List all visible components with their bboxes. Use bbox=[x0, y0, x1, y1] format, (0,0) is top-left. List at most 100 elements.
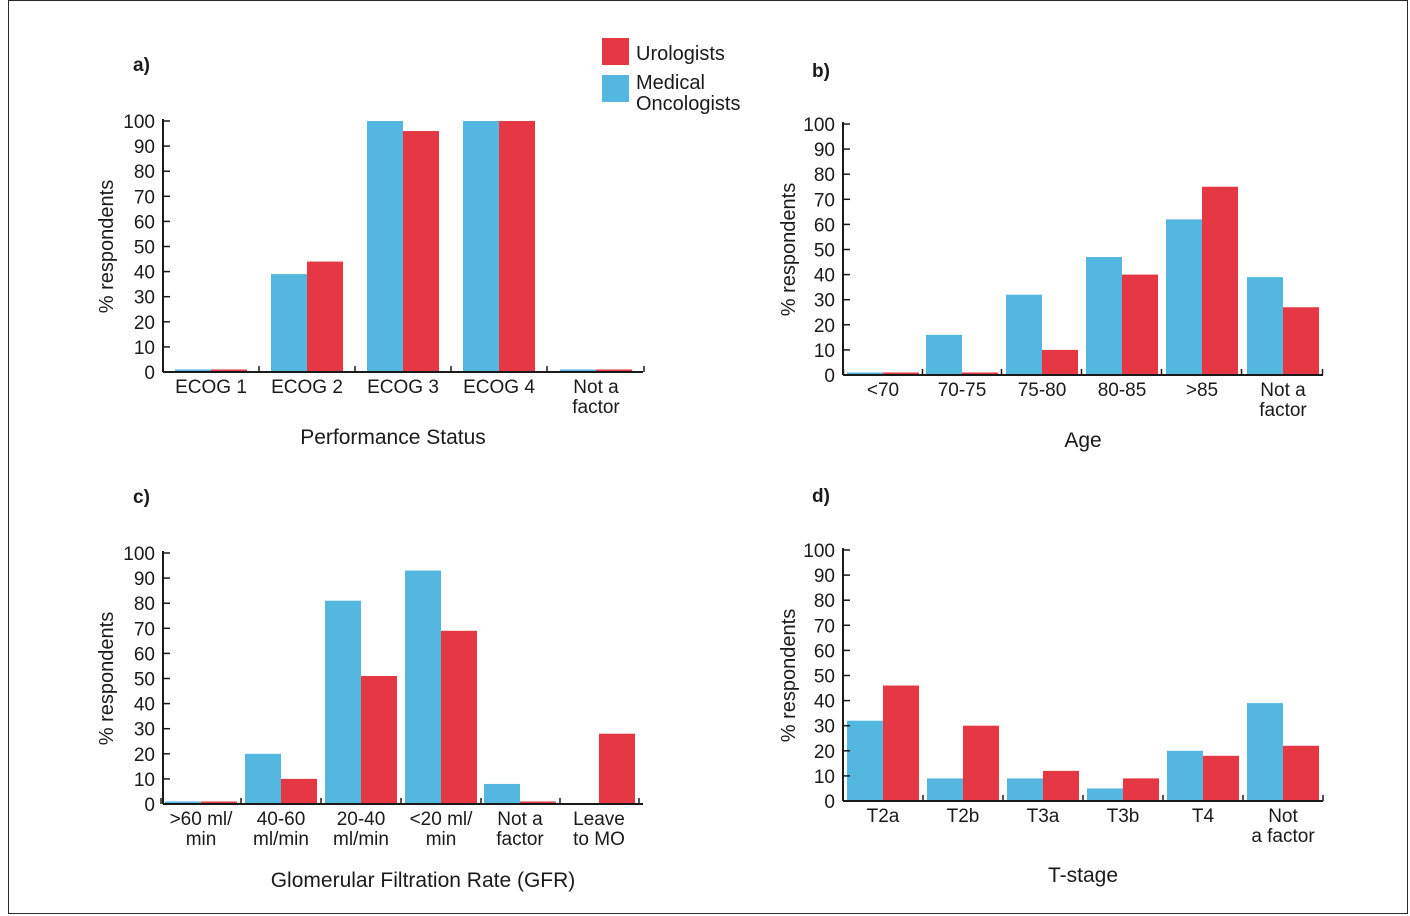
panel-b-y-axis-title: % respondents bbox=[778, 183, 800, 316]
legend-swatch-urologists bbox=[602, 38, 629, 65]
legend-label-medical-oncologists-line1: Oncologists bbox=[636, 93, 741, 115]
panel-c-category-label-3-line0: <20 ml/ bbox=[410, 809, 474, 830]
panel-c-ytick-label-80: 80 bbox=[134, 594, 155, 615]
panel-b-bar-medical-oncologists-3 bbox=[1086, 257, 1122, 375]
panel-c-bar-medical-oncologists-2 bbox=[325, 600, 361, 804]
panel-a-ytick-label-100: 100 bbox=[123, 112, 155, 133]
panel-b-ytick-label-20: 20 bbox=[814, 316, 835, 337]
panel-c-ytick-label-60: 60 bbox=[134, 644, 155, 665]
panel-d-bar-medical-oncologists-0 bbox=[847, 720, 883, 801]
panel-c-ytick-label-20: 20 bbox=[134, 745, 155, 766]
panel-d-ytick-label-80: 80 bbox=[814, 591, 835, 612]
panel-a-bar-medical-oncologists-4 bbox=[560, 369, 596, 372]
panel-a-ytick-label-70: 70 bbox=[134, 187, 155, 208]
panel-b-bar-medical-oncologists-0 bbox=[847, 372, 883, 375]
panel-a-ytick-label-20: 20 bbox=[134, 313, 155, 334]
panel-a-category-label-3: ECOG 4 bbox=[463, 377, 535, 398]
panel-d-category-label-3: T3b bbox=[1107, 806, 1140, 827]
panel-c-bar-urologists-1 bbox=[281, 778, 317, 804]
panel-c-bar-medical-oncologists-0 bbox=[165, 801, 201, 804]
panel-c-category-label-0-line1: min bbox=[186, 829, 217, 850]
panel-b-ytick-label-40: 40 bbox=[814, 266, 835, 287]
panel-a-bar-medical-oncologists-1 bbox=[271, 274, 307, 372]
legend-label-urologists: Urologists bbox=[636, 43, 725, 65]
panel-d-ytick-label-90: 90 bbox=[814, 566, 835, 587]
panel-b-bar-urologists-5 bbox=[1283, 307, 1319, 375]
panel-d-bar-urologists-4 bbox=[1203, 755, 1239, 801]
panel-a-ytick-label-50: 50 bbox=[134, 238, 155, 259]
panel-d-ytick-label-10: 10 bbox=[814, 767, 835, 788]
legend-swatch-medical-oncologists bbox=[602, 75, 629, 102]
panel-a-ytick-label-40: 40 bbox=[134, 263, 155, 284]
panel-c-bar-urologists-2 bbox=[361, 675, 397, 804]
panel-b-ytick-label-80: 80 bbox=[814, 165, 835, 186]
panel-b-ytick-label-60: 60 bbox=[814, 215, 835, 236]
panel-b-bar-medical-oncologists-4 bbox=[1166, 219, 1202, 375]
panel-d-bar-urologists-3 bbox=[1123, 778, 1159, 801]
panel-a-letter: a) bbox=[133, 55, 150, 76]
panel-d-bar-medical-oncologists-4 bbox=[1167, 750, 1203, 801]
panel-a-category-label-4-line0: Not a bbox=[573, 377, 619, 398]
panel-d-x-axis-title: T-stage bbox=[1048, 864, 1118, 887]
panel-b-category-label-1: 70-75 bbox=[938, 380, 987, 401]
panel-c-letter: c) bbox=[133, 487, 150, 508]
panel-b-category-label-5-line0: Not a bbox=[1260, 380, 1306, 401]
panel-c-bar-urologists-0 bbox=[201, 801, 237, 804]
panel-d-category-label-1: T2b bbox=[947, 806, 980, 827]
panel-c-bar-medical-oncologists-1 bbox=[245, 753, 281, 804]
panel-a-category-label-4-line1: factor bbox=[572, 397, 620, 418]
panel-d-ytick-label-30: 30 bbox=[814, 717, 835, 738]
panel-b-bar-medical-oncologists-1 bbox=[926, 334, 962, 375]
panel-a-ytick-label-80: 80 bbox=[134, 162, 155, 183]
panel-a-x-axis-title: Performance Status bbox=[300, 426, 486, 449]
panel-d-category-label-4: T4 bbox=[1192, 806, 1215, 827]
panel-c-bar-urologists-3 bbox=[441, 630, 477, 804]
panel-b-ytick-label-30: 30 bbox=[814, 291, 835, 312]
panel-a-bar-urologists-0 bbox=[211, 369, 247, 372]
panel-c-bar-urologists-4 bbox=[520, 801, 556, 804]
panel-c-bar-urologists-5 bbox=[599, 733, 635, 804]
panel-d-ytick-label-40: 40 bbox=[814, 692, 835, 713]
panel-d-ytick-label-70: 70 bbox=[814, 616, 835, 637]
panel-a-bar-urologists-4 bbox=[596, 369, 632, 372]
panel-c-bar-medical-oncologists-3 bbox=[405, 570, 441, 804]
panel-d-bar-medical-oncologists-1 bbox=[927, 778, 963, 801]
panel-c-ytick-label-40: 40 bbox=[134, 695, 155, 716]
panel-c-ytick-label-100: 100 bbox=[123, 544, 155, 565]
panel-a-ytick-label-0: 0 bbox=[144, 363, 155, 384]
panel-c-category-label-5-line0: Leave bbox=[573, 809, 625, 830]
panel-b-bar-urologists-4 bbox=[1202, 186, 1238, 375]
panel-a-category-label-1: ECOG 2 bbox=[271, 377, 343, 398]
panel-b-category-label-0: <70 bbox=[867, 380, 899, 401]
panel-c-category-label-4-line1: factor bbox=[496, 829, 544, 850]
panel-a-bar-urologists-1 bbox=[307, 261, 343, 372]
panel-d-ytick-label-20: 20 bbox=[814, 742, 835, 763]
panel-a-y-axis-title: % respondents bbox=[96, 180, 118, 313]
panel-c-category-label-2-line1: ml/min bbox=[333, 829, 389, 850]
figure-frame bbox=[8, 0, 1408, 914]
panel-d-bar-medical-oncologists-5 bbox=[1247, 703, 1283, 801]
panel-d-bar-urologists-1 bbox=[963, 725, 999, 801]
legend-label-medical-oncologists-line0: Medical bbox=[636, 72, 705, 94]
panel-c-ytick-label-0: 0 bbox=[144, 795, 155, 816]
panel-b-bar-urologists-3 bbox=[1122, 274, 1158, 375]
panel-c-y-axis-title: % respondents bbox=[96, 612, 118, 745]
panel-b-bar-urologists-0 bbox=[883, 372, 919, 375]
panel-d-bar-medical-oncologists-3 bbox=[1087, 788, 1123, 801]
panel-d-bar-urologists-5 bbox=[1283, 745, 1319, 801]
panel-a-bar-medical-oncologists-2 bbox=[367, 121, 403, 372]
panel-c-category-label-0-line0: >60 ml/ bbox=[170, 809, 234, 830]
panel-b-ytick-label-0: 0 bbox=[824, 366, 835, 387]
panel-a-ytick-label-60: 60 bbox=[134, 212, 155, 233]
panel-b-category-label-3: 80-85 bbox=[1098, 380, 1147, 401]
panel-a-ytick-label-10: 10 bbox=[134, 338, 155, 359]
panel-d-ytick-label-0: 0 bbox=[824, 792, 835, 813]
panel-c-category-label-4-line0: Not a bbox=[497, 809, 543, 830]
panel-a-category-label-0: ECOG 1 bbox=[175, 377, 247, 398]
panel-d-category-label-2: T3a bbox=[1027, 806, 1060, 827]
panel-c-category-label-1-line0: 40-60 bbox=[257, 809, 306, 830]
panel-a-bar-medical-oncologists-0 bbox=[175, 369, 211, 372]
panel-b-ytick-label-10: 10 bbox=[814, 341, 835, 362]
panel-b-x-axis-title: Age bbox=[1064, 429, 1101, 452]
panel-b-bar-urologists-2 bbox=[1042, 349, 1078, 375]
